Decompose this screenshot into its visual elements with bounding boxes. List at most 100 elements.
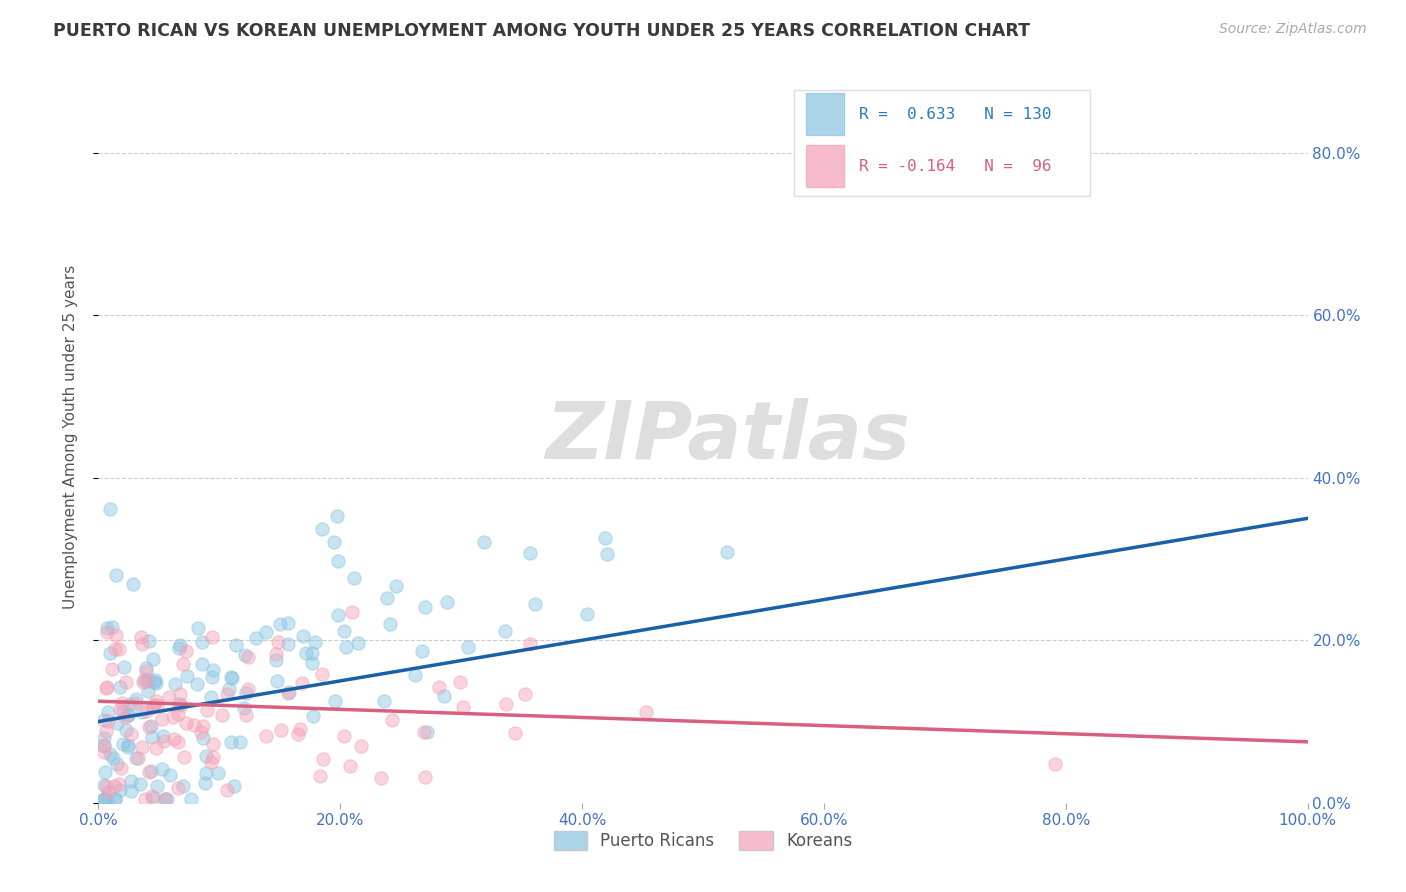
Point	[416, 724, 439, 739]
Point	[200, 755, 222, 769]
Point	[135, 661, 157, 675]
Point	[138, 673, 160, 688]
Point	[340, 605, 363, 619]
Point	[413, 599, 436, 614]
Point	[145, 741, 167, 756]
Point	[93, 777, 115, 791]
Point	[141, 730, 163, 744]
Point	[224, 779, 246, 793]
Point	[278, 685, 301, 699]
Point	[173, 749, 195, 764]
Point	[169, 638, 191, 652]
Point	[187, 622, 209, 636]
Point	[138, 720, 160, 734]
Point	[135, 664, 157, 678]
Point	[277, 637, 299, 651]
Point	[152, 729, 174, 743]
Point	[218, 681, 240, 696]
Point	[233, 648, 256, 662]
Point	[194, 749, 217, 764]
Point	[153, 791, 176, 805]
Point	[449, 675, 471, 690]
Point	[146, 698, 169, 712]
Point	[524, 598, 547, 612]
Point	[576, 607, 599, 622]
Point	[98, 502, 121, 516]
Point	[221, 671, 243, 685]
Point	[169, 698, 191, 712]
Point	[120, 773, 142, 788]
Point	[411, 644, 433, 658]
Point	[301, 646, 323, 660]
Text: R =  0.633   N = 130: R = 0.633 N = 130	[859, 106, 1052, 121]
Point	[326, 607, 349, 622]
Point	[277, 686, 299, 700]
Point	[97, 791, 120, 805]
Point	[124, 696, 146, 710]
Point	[117, 708, 139, 723]
Point	[195, 703, 218, 717]
Point	[142, 699, 165, 714]
Point	[120, 727, 142, 741]
Y-axis label: Unemployment Among Youth under 25 years: Unemployment Among Youth under 25 years	[63, 265, 77, 609]
Point	[172, 779, 194, 793]
Point	[129, 630, 152, 644]
Point	[191, 657, 214, 672]
Point	[150, 712, 173, 726]
Point	[134, 673, 156, 687]
Point	[138, 765, 160, 780]
Point	[302, 709, 325, 723]
Point	[515, 687, 537, 701]
Point	[153, 734, 176, 748]
Point	[94, 764, 117, 779]
Point	[519, 637, 541, 651]
Point	[98, 646, 121, 660]
Point	[174, 716, 197, 731]
Point	[201, 669, 224, 683]
Point	[93, 714, 115, 728]
Point	[131, 637, 153, 651]
Point	[219, 735, 242, 749]
Point	[186, 677, 208, 691]
Point	[264, 647, 287, 661]
Point	[385, 579, 408, 593]
Point	[108, 776, 131, 790]
Point	[202, 737, 225, 751]
Point	[174, 643, 197, 657]
Point	[202, 663, 225, 677]
Point	[145, 676, 167, 690]
Point	[96, 681, 118, 695]
Point	[125, 751, 148, 765]
Point	[112, 704, 135, 718]
Point	[110, 680, 132, 694]
Point	[245, 631, 267, 645]
Point	[142, 675, 165, 690]
Point	[93, 739, 115, 754]
Point	[219, 670, 242, 684]
Point	[254, 625, 277, 640]
Text: PUERTO RICAN VS KOREAN UNEMPLOYMENT AMONG YOUTH UNDER 25 YEARS CORRELATION CHART: PUERTO RICAN VS KOREAN UNEMPLOYMENT AMON…	[53, 22, 1031, 40]
Point	[145, 673, 167, 687]
Point	[127, 751, 149, 765]
Point	[120, 784, 142, 798]
Point	[117, 738, 139, 752]
Point	[413, 770, 436, 784]
Point	[190, 724, 212, 739]
Point	[235, 708, 257, 723]
Point	[180, 791, 202, 805]
Point	[291, 676, 314, 690]
Point	[159, 768, 181, 782]
Point	[267, 635, 290, 649]
Point	[110, 783, 132, 797]
Point	[176, 668, 198, 682]
Point	[162, 710, 184, 724]
Point	[312, 751, 335, 765]
Point	[207, 766, 229, 780]
Point	[370, 771, 392, 785]
Point	[131, 740, 153, 755]
Point	[194, 776, 217, 790]
Point	[143, 698, 166, 713]
Point	[380, 616, 402, 631]
Point	[96, 621, 118, 635]
Point	[167, 641, 190, 656]
